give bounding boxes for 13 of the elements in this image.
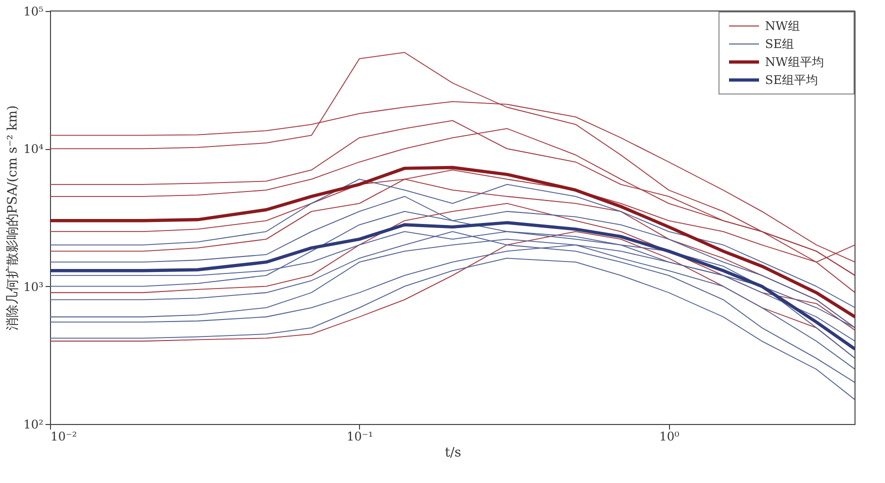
legend-label: SE组平均	[765, 73, 818, 87]
legend-label: NW组平均	[765, 55, 824, 69]
y-axis-title: 消除几何扩散影响的PSA/(cm s⁻² km)	[5, 105, 20, 331]
y-tick-label: 10⁵	[23, 4, 44, 18]
legend-label: SE组	[765, 37, 794, 51]
x-tick-label: 10⁻²	[50, 430, 78, 444]
y-tick-label: 10³	[23, 280, 44, 294]
x-tick-label: 10⁰	[659, 430, 680, 444]
legend-label: NW组	[765, 19, 800, 33]
y-tick-label: 10²	[23, 418, 44, 432]
x-axis-title: t/s	[444, 446, 462, 460]
x-tick-label: 10⁻¹	[346, 430, 374, 444]
y-tick-label: 10⁴	[23, 142, 44, 156]
